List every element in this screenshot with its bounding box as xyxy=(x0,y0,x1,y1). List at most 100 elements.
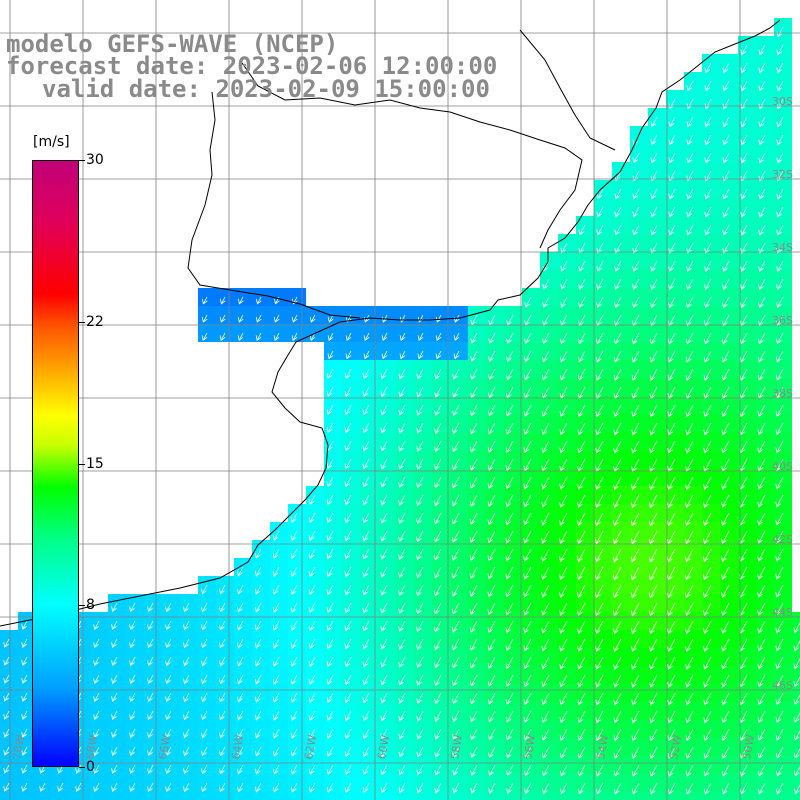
wind-vector xyxy=(184,746,190,756)
wind-vector-head xyxy=(453,335,460,342)
wind-vector xyxy=(723,224,730,236)
wind-vector xyxy=(632,476,640,490)
wind-vector xyxy=(452,566,460,579)
wind-vector-head xyxy=(577,628,583,634)
wind-vector xyxy=(560,386,568,399)
wind-vector-head xyxy=(416,373,423,380)
wind-vector-head xyxy=(362,625,369,632)
wind-vector xyxy=(238,692,244,702)
wind-speed-cell xyxy=(774,792,792,800)
wind-vector xyxy=(668,782,676,795)
wind-vector-head xyxy=(147,714,153,721)
wind-vector xyxy=(542,692,550,705)
wind-vector xyxy=(776,404,784,417)
wind-vector xyxy=(560,638,568,652)
coastline-estuary-north xyxy=(239,59,583,249)
wind-vector-head xyxy=(649,717,656,724)
wind-vector-head xyxy=(236,714,243,721)
wind-vector-head xyxy=(595,628,601,635)
wind-vector-head xyxy=(523,663,530,670)
wind-vector xyxy=(4,728,10,738)
wind-vector xyxy=(650,656,658,670)
wind-vector-head xyxy=(272,570,279,577)
wind-vector-head xyxy=(363,335,370,342)
wind-vector xyxy=(363,530,370,542)
wind-vector-head xyxy=(667,484,673,490)
wind-vector-head xyxy=(740,266,746,272)
wind-vector xyxy=(454,350,460,359)
wind-vector xyxy=(794,730,800,741)
wind-vector xyxy=(237,638,244,648)
wind-vector-head xyxy=(201,750,207,757)
wind-vector xyxy=(722,458,730,472)
wind-vector-head xyxy=(541,627,547,634)
wind-vector xyxy=(704,548,712,562)
wind-vector-head xyxy=(380,517,386,524)
wind-vector-head xyxy=(721,699,728,706)
wind-vector-head xyxy=(506,374,512,381)
wind-vector-head xyxy=(685,429,692,436)
wind-vector-head xyxy=(416,698,422,704)
wind-vector xyxy=(669,116,676,127)
wind-vector xyxy=(667,530,676,544)
wind-speed-cell xyxy=(108,792,126,800)
wind-vector-head xyxy=(758,193,765,200)
wind-vector xyxy=(560,764,568,776)
wind-vector-head xyxy=(433,608,440,615)
wind-vector xyxy=(112,692,118,702)
wind-vector-head xyxy=(739,788,746,795)
wind-vector-head xyxy=(775,770,782,777)
wind-vector-head xyxy=(487,428,494,435)
wind-vector-head xyxy=(469,464,476,471)
wind-vector-head xyxy=(362,499,369,506)
wind-vector-head xyxy=(740,229,746,236)
wind-vector xyxy=(578,764,586,777)
wind-vector xyxy=(705,80,712,91)
wind-vector-head xyxy=(613,484,619,490)
wind-vector xyxy=(723,80,730,91)
wind-vector xyxy=(777,224,784,236)
wind-vector-head xyxy=(686,284,692,291)
wind-vector xyxy=(363,602,370,614)
wind-vector-head xyxy=(434,391,440,398)
wind-vector xyxy=(148,602,154,612)
wind-vector-head xyxy=(523,645,530,652)
wind-vector-head xyxy=(344,625,351,632)
wind-vector-head xyxy=(344,787,351,793)
wind-vector-head xyxy=(487,663,494,669)
wind-vector xyxy=(650,404,658,417)
wind-vector-head xyxy=(272,732,279,739)
wind-vector xyxy=(723,98,730,109)
wind-vector xyxy=(381,764,388,775)
wind-vector xyxy=(435,368,442,380)
wind-vector xyxy=(704,764,712,777)
wind-vector-head xyxy=(326,373,333,379)
wind-vector xyxy=(686,422,694,435)
wind-vector-head xyxy=(344,715,351,722)
wind-vector xyxy=(452,530,460,543)
wind-vector xyxy=(650,638,658,652)
wind-vector xyxy=(417,692,424,704)
wind-vector-head xyxy=(666,538,673,545)
wind-vector xyxy=(524,602,532,616)
wind-vector xyxy=(488,710,496,722)
wind-vector-head xyxy=(290,696,297,703)
wind-vector-head xyxy=(308,589,315,596)
wind-vector-head xyxy=(577,663,583,670)
wind-vector-head xyxy=(577,356,584,363)
wind-vector xyxy=(794,694,800,705)
wind-vector xyxy=(542,386,550,399)
wind-vector xyxy=(238,332,244,341)
wind-vector xyxy=(650,728,658,741)
wind-vector xyxy=(112,638,118,648)
wind-vector xyxy=(649,584,658,598)
wind-vector xyxy=(651,152,658,163)
wind-vector xyxy=(631,548,640,562)
wind-vector-head xyxy=(147,750,153,757)
wind-vector xyxy=(255,656,262,667)
wind-vector-head xyxy=(613,717,620,724)
wind-vector-head xyxy=(326,409,333,415)
wind-vector xyxy=(327,476,334,487)
wind-vector xyxy=(328,350,334,359)
wind-vector-head xyxy=(201,768,207,775)
